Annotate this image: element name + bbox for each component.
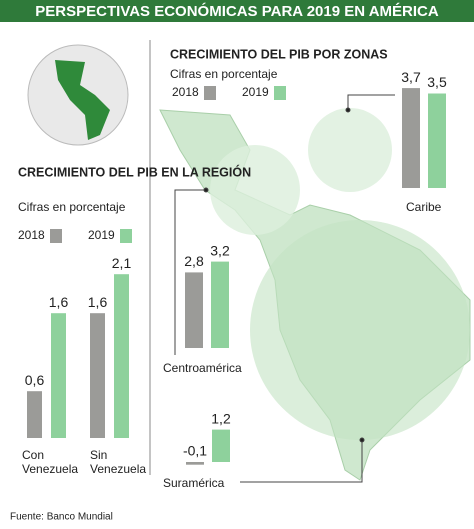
chart-subtitle: Cifras en porcentaje — [18, 200, 126, 214]
page-title: PERSPECTIVAS ECONÓMICAS PARA 2019 EN AMÉ… — [35, 2, 439, 20]
chart-title: CRECIMIENTO DEL PIB POR ZONAS — [170, 47, 388, 61]
value-label: -0,1 — [183, 443, 207, 459]
value-label: 1,6 — [49, 294, 69, 310]
bar — [428, 93, 446, 188]
category-label: Suramérica — [163, 476, 225, 490]
bar — [114, 274, 129, 438]
chart-title: CRECIMIENTO DEL PIB EN LA REGIÓN — [18, 164, 251, 179]
value-label: 2,1 — [112, 255, 132, 271]
bar — [27, 391, 42, 438]
value-label: 1,6 — [88, 294, 108, 310]
value-label: 3,5 — [427, 74, 447, 90]
map — [159, 108, 471, 481]
source: Fuente: Banco Mundial — [10, 512, 113, 523]
category-label: Sin Venezuela — [90, 448, 147, 476]
category-label: Caribe — [406, 200, 442, 214]
value-label: 0,6 — [25, 372, 45, 388]
legend-swatch — [204, 86, 216, 100]
category-label: Con Venezuela — [22, 448, 79, 476]
value-label: 3,7 — [401, 69, 421, 85]
legend-label: 2019 — [242, 85, 269, 99]
value-label: 3,2 — [210, 242, 230, 258]
bar — [90, 313, 105, 438]
bar — [211, 261, 229, 348]
chart-subtitle: Cifras en porcentaje — [170, 67, 278, 81]
bar — [186, 462, 204, 465]
title-bar — [0, 0, 474, 22]
legend-label: 2019 — [88, 228, 115, 242]
category-label: Centroamérica — [163, 361, 242, 375]
legend-swatch — [50, 229, 62, 243]
legend-label: 2018 — [172, 85, 199, 99]
legend-swatch — [274, 86, 286, 100]
value-label: 2,8 — [184, 253, 204, 269]
bar — [402, 88, 420, 188]
legend-label: 2018 — [18, 228, 45, 242]
bar — [51, 313, 66, 438]
bar — [185, 272, 203, 348]
pointers — [174, 94, 395, 483]
globe — [27, 44, 129, 146]
value-label: 1,2 — [211, 410, 231, 426]
legend-swatch — [120, 229, 132, 243]
bar — [212, 429, 230, 462]
